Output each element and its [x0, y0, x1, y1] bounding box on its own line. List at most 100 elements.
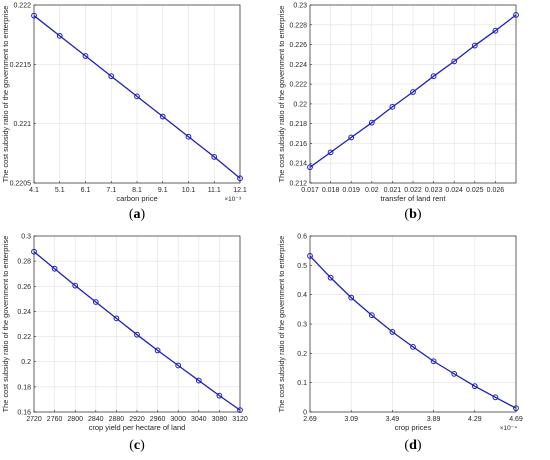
x-tick-label: 4.69	[509, 416, 523, 423]
series-line	[33, 15, 241, 179]
data-point	[56, 32, 63, 39]
y-tick-label: 0.2	[21, 359, 31, 366]
axes-frame	[33, 235, 241, 413]
data-point	[492, 394, 499, 401]
data-point	[175, 362, 182, 369]
data-point	[134, 93, 140, 100]
y-tick-label: 0.2	[297, 351, 307, 358]
y-tick-label: 0.28	[17, 259, 31, 266]
data-point	[237, 175, 243, 182]
panel-caption: (a)	[129, 207, 146, 222]
data-point	[327, 274, 334, 281]
x-tick-label: 2880	[109, 416, 125, 423]
x-tick-label: 2800	[67, 416, 83, 423]
data-point	[72, 282, 79, 289]
x-tick-label: 0.018	[322, 187, 340, 194]
x-tick-label: 0.017	[301, 187, 319, 194]
y-tick-label: 0.3	[297, 322, 307, 329]
y-tick-label: 0.214	[289, 161, 307, 168]
caption-close: )	[417, 207, 422, 222]
data-point	[451, 370, 458, 377]
data-point	[185, 133, 192, 140]
x-tick-label: 0.025	[466, 187, 484, 194]
data-point	[410, 343, 416, 350]
y-tick-label: 0.18	[17, 384, 31, 391]
y-tick-label: 0.24	[17, 309, 31, 316]
panel-caption: (c)	[129, 438, 145, 453]
x-tick-label: 3.49	[386, 416, 400, 423]
x-axis-label: crop prices	[395, 423, 432, 432]
data-point	[513, 11, 519, 18]
panel-caption: (b)	[404, 207, 421, 222]
y-tick-label: 0.23	[293, 3, 307, 10]
axes-frame	[309, 4, 517, 184]
x-tick-label: 0.026	[487, 187, 505, 194]
y-axis-label: The cost subsidy ratio of the government…	[277, 6, 286, 183]
x-axis-label: transfer of land rent	[380, 194, 446, 203]
x-tick-label: 2720	[26, 416, 42, 423]
data-point	[368, 119, 375, 126]
y-tick-label: 0.16	[17, 410, 31, 417]
data-point	[31, 12, 37, 19]
axes-frame	[33, 4, 241, 184]
data-point	[348, 294, 355, 301]
data-point	[389, 103, 396, 110]
data-point	[327, 149, 334, 156]
data-point	[513, 405, 519, 412]
x-tick-label: 3000	[170, 416, 186, 423]
data-point	[92, 299, 99, 305]
axes-frame	[309, 235, 517, 413]
x-tick-label: 0.021	[384, 187, 402, 194]
data-point	[82, 53, 89, 59]
x-tick-label: 6.1	[81, 187, 91, 194]
x-tick-label: 2.69	[303, 416, 317, 423]
data-point	[211, 153, 218, 160]
x-tick-label: 9.1	[158, 187, 168, 194]
chart-panel-b: 0.017 0.018 0.019 0.02 0.021 0.022 0.023 0.024 0…	[277, 3, 519, 222]
series-line	[309, 14, 517, 168]
x-tick-label: 2840	[88, 416, 104, 423]
data-point	[471, 383, 478, 390]
caption-letter: b	[409, 207, 417, 222]
y-tick-label: 0.3	[21, 234, 31, 241]
x-axis-label: crop yield per hectare of land	[89, 423, 186, 432]
y-tick-label: 0.2215	[10, 62, 32, 69]
x-tick-label: 0.024	[445, 187, 463, 194]
x-tick-label: 4.1	[29, 187, 39, 194]
x-tick-label: 10.1	[182, 187, 196, 194]
x-tick-label: 5.1	[55, 187, 65, 194]
y-tick-label: 0.6	[297, 234, 307, 241]
x-tick-label: 7.1	[106, 187, 116, 194]
y-tick-label: 0.5	[297, 263, 307, 270]
data-point	[348, 134, 355, 141]
data-point	[154, 347, 161, 354]
panel-caption: (d)	[404, 438, 421, 453]
data-point	[51, 265, 58, 272]
data-point	[31, 248, 37, 255]
caption-open: (	[404, 438, 409, 453]
x-axis-exponent: ×10⁻⁴	[500, 425, 517, 432]
y-axis-label: The cost subsidy ratio of the government…	[277, 236, 286, 413]
y-tick-label: 0.226	[289, 42, 307, 49]
y-axis-label: The cost subsidy ratio of the government…	[1, 6, 10, 183]
x-tick-label: 0.022	[404, 187, 422, 194]
x-axis-label: carbon price	[116, 194, 157, 203]
x-tick-label: 2960	[150, 416, 166, 423]
x-tick-label: 4.29	[468, 416, 482, 423]
x-tick-label: 0.02	[365, 187, 379, 194]
chart-panel-a: 4.1 5.1 6.1 7.1 8.1 9.1 10.1 11.1 12.1 0.2205 0.22…	[1, 3, 247, 223]
y-tick-label: 0.222	[13, 3, 31, 10]
caption-open: (	[404, 207, 409, 222]
data-point	[307, 164, 313, 171]
x-tick-label: 2760	[47, 416, 63, 423]
y-tick-label: 0.22	[17, 334, 31, 341]
caption-letter: d	[409, 438, 417, 453]
x-tick-label: 3040	[191, 416, 207, 423]
series-line	[309, 255, 517, 409]
data-point	[492, 27, 499, 34]
x-tick-label: 3.89	[427, 416, 441, 423]
data-point	[368, 312, 375, 319]
y-tick-label: 0	[303, 410, 307, 417]
y-tick-label: 0.26	[17, 284, 31, 291]
